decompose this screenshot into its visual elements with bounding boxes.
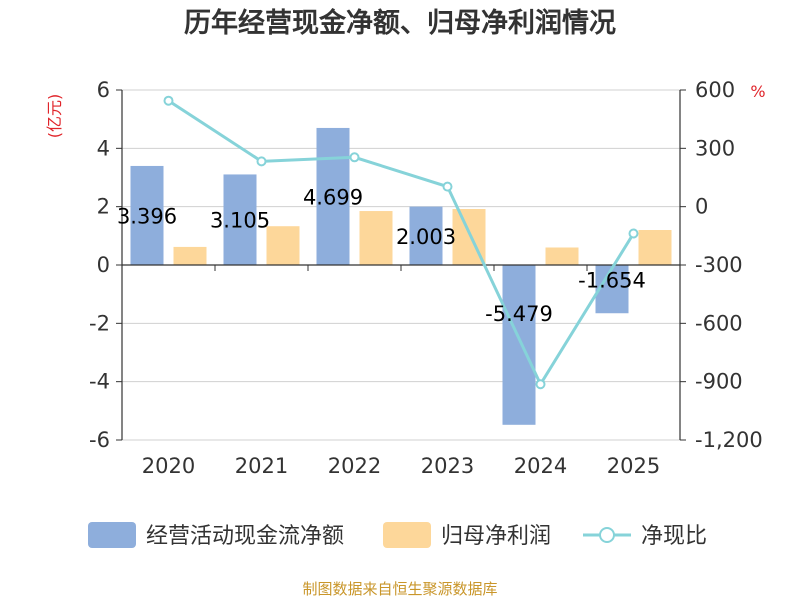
right-tick-label: 600 [695,78,735,102]
line-point [349,152,360,163]
legend-swatch [88,522,136,548]
line-point [163,95,174,106]
bar [130,165,164,265]
line-point [628,228,639,239]
bar-value-label: 3.105 [210,209,270,233]
ratio-line-path [167,99,635,388]
line-point [442,181,453,192]
ratio-line [163,95,639,390]
line-point [535,379,546,390]
bar-value-label: 4.699 [303,185,363,209]
source-note: 制图数据来自恒生聚源数据库 [302,580,497,598]
left-tick-label: -6 [89,428,110,452]
x-tick-label: 2024 [514,454,567,478]
bar-value-label: 2.003 [396,225,456,249]
legend-label: 归母净利润 [441,524,551,549]
chart-title: 历年经营现金净额、归母净利润情况 [184,7,616,39]
right-tick-label: 300 [695,136,735,160]
bars [130,127,672,425]
bar [223,174,257,265]
bar-value-label: -1.654 [578,268,646,292]
legend: 经营活动现金流净额 归母净利润 净现比 [88,522,707,549]
left-tick-label: 0 [97,253,110,277]
bar [409,206,443,265]
x-tick-label: 2023 [421,454,474,478]
right-axis-unit: % [750,82,765,101]
right-tick-label: 0 [695,195,708,219]
legend-label: 净现比 [641,524,707,549]
right-tick-label: -300 [695,253,743,277]
bar [173,246,207,265]
x-tick-label: 2022 [328,454,381,478]
bar [595,265,629,314]
right-tick-label: -1,200 [695,428,763,452]
legend-label: 经营活动现金流净额 [146,524,344,549]
bar [316,127,350,265]
legend-line-marker [599,527,615,543]
left-tick-label: 2 [97,195,110,219]
left-tick-label: 4 [97,136,110,160]
axes: 6 4 2 0 -2 -4 -6 600 300 0 -300 -600 -900 -1,200 2020 2… [89,78,763,478]
right-tick-label: -900 [695,370,743,394]
bar [638,230,672,265]
line-point [256,156,267,167]
bar [502,265,536,425]
bar [266,226,300,265]
left-tick-label: -4 [89,370,110,394]
bar-value-label: -5.479 [485,302,553,326]
bar [359,211,393,265]
x-tick-label: 2020 [142,454,195,478]
left-axis-unit: (亿元) [45,94,64,139]
right-tick-label: -600 [695,311,743,335]
left-tick-label: -2 [89,311,110,335]
left-tick-label: 6 [97,78,110,102]
legend-swatch [383,522,431,548]
x-tick-label: 2021 [235,454,288,478]
bar [545,247,579,265]
x-tick-label: 2025 [607,454,660,478]
data-labels: 3.396 3.105 4.699 2.003 -5.479 -1.654 [117,185,646,325]
bar-value-label: 3.396 [117,204,177,228]
